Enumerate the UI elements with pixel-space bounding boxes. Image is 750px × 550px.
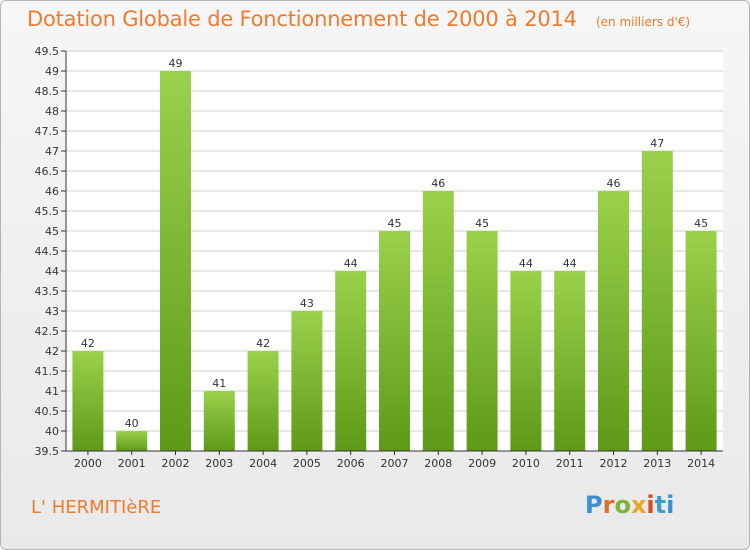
y-tick-label: 44	[45, 265, 59, 278]
brand-logo-letter: i	[646, 491, 655, 519]
bar-2006	[335, 271, 367, 451]
bar-2014	[685, 231, 717, 451]
data-label: 43	[300, 297, 314, 310]
bar-2003	[203, 391, 235, 451]
x-tick-label: 2012	[600, 457, 628, 470]
y-tick-label: 46	[45, 185, 59, 198]
y-tick-label: 47.5	[35, 125, 60, 138]
data-label: 44	[519, 257, 533, 270]
data-label: 45	[388, 217, 402, 230]
y-tick-label: 49	[45, 65, 59, 78]
data-label: 44	[563, 257, 577, 270]
x-tick-label: 2007	[381, 457, 409, 470]
y-tick-label: 42	[45, 345, 59, 358]
brand-logo-letter: r	[602, 491, 615, 519]
x-tick-label: 2006	[337, 457, 365, 470]
y-tick-label: 40	[45, 425, 59, 438]
bar-2012	[598, 191, 629, 451]
y-tick-label: 41.5	[35, 365, 60, 378]
x-tick-label: 2005	[293, 457, 321, 470]
bar-2005	[291, 311, 323, 451]
x-tick-label: 2008	[424, 457, 452, 470]
brand-logo: Proxiti	[585, 491, 674, 519]
x-tick-label: 2010	[512, 457, 540, 470]
chart-subtitle: (en milliers d'€)	[595, 15, 691, 29]
bar-2008	[422, 191, 454, 451]
y-tick-label: 45	[45, 225, 59, 238]
data-label: 45	[694, 217, 708, 230]
data-label: 40	[125, 417, 139, 430]
bar-2004	[247, 351, 279, 451]
x-tick-label: 2001	[118, 457, 146, 470]
y-tick-label: 47	[45, 145, 59, 158]
axes	[61, 50, 723, 455]
x-tick-label: 2013	[643, 457, 671, 470]
data-label: 44	[344, 257, 358, 270]
data-label: 42	[256, 337, 270, 350]
data-label: 45	[475, 217, 489, 230]
brand-logo-letter: x	[630, 491, 647, 519]
y-tick-label: 49.5	[35, 45, 60, 58]
data-label: 42	[81, 337, 95, 350]
bar-2007	[379, 231, 410, 451]
data-label: 41	[212, 377, 226, 390]
bar-2013	[641, 151, 673, 451]
y-tick-label: 48	[45, 105, 59, 118]
x-tick-label: 2004	[249, 457, 277, 470]
bar-2010	[510, 271, 542, 451]
y-tick-label: 39.5	[35, 445, 60, 458]
brand-logo-letter: o	[614, 491, 631, 519]
data-label: 47	[650, 137, 664, 150]
data-label: 46	[431, 177, 445, 190]
bar-2009	[466, 231, 498, 451]
x-tick-label: 2009	[468, 457, 496, 470]
y-tick-label: 48.5	[35, 85, 60, 98]
bar-2011	[554, 271, 586, 451]
chart-title: Dotation Globale de Fonctionnement de 20…	[27, 7, 577, 31]
y-tick-label: 43.5	[35, 285, 60, 298]
x-tick-label: 2000	[74, 457, 102, 470]
bar-2001	[116, 431, 148, 451]
y-tick-label: 40.5	[35, 405, 60, 418]
commune-name: L' HERMITIèRE	[31, 497, 162, 518]
data-label: 49	[169, 57, 183, 70]
bar-2000	[72, 351, 104, 451]
y-tick-label: 45.5	[35, 205, 60, 218]
y-tick-label: 43	[45, 305, 59, 318]
data-label: 46	[607, 177, 621, 190]
x-tick-label: 2011	[556, 457, 584, 470]
bar-2002	[160, 71, 191, 451]
labels: 39.5 40 40.5 41 41.5 42 42.5 43 43.5 44 44.5 45 45.5…	[35, 45, 716, 470]
brand-logo-letter: i	[666, 491, 675, 519]
x-tick-label: 2003	[205, 457, 233, 470]
brand-logo-letter: P	[585, 491, 603, 519]
bars	[72, 71, 717, 451]
x-tick-label: 2014	[687, 457, 715, 470]
y-tick-label: 41	[45, 385, 59, 398]
x-tick-label: 2002	[162, 457, 190, 470]
y-tick-label: 42.5	[35, 325, 60, 338]
y-tick-label: 44.5	[35, 245, 60, 258]
title-row: Dotation Globale de Fonctionnement de 20…	[27, 7, 690, 31]
y-tick-label: 46.5	[35, 165, 60, 178]
brand-logo-letter: t	[654, 491, 667, 519]
